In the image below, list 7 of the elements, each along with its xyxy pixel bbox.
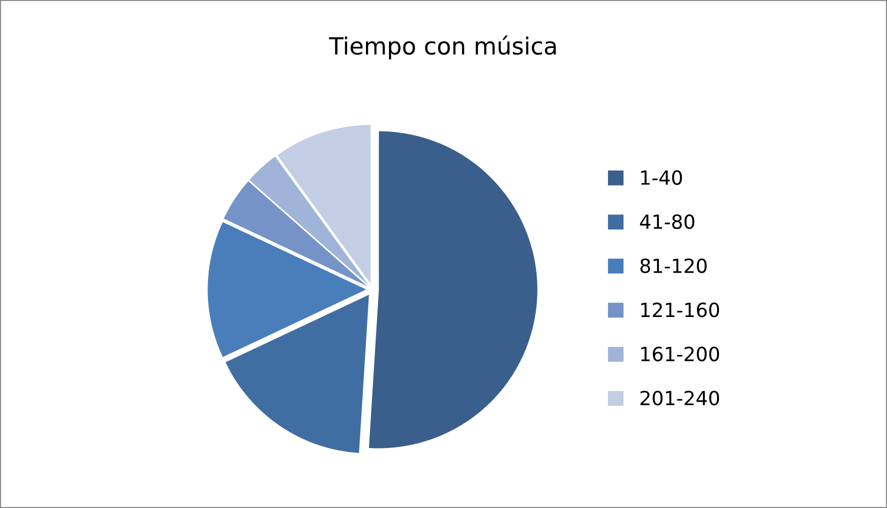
chart-title: Tiempo con música xyxy=(328,36,556,60)
legend-label: 161-200 xyxy=(641,346,720,362)
legend-label: 81-120 xyxy=(640,258,707,274)
legend-label: 201-240 xyxy=(640,390,720,406)
legend-label: 121-160 xyxy=(641,302,720,318)
legend-label: 41-80 xyxy=(640,214,694,230)
legend-label: 1-40 xyxy=(641,170,682,185)
